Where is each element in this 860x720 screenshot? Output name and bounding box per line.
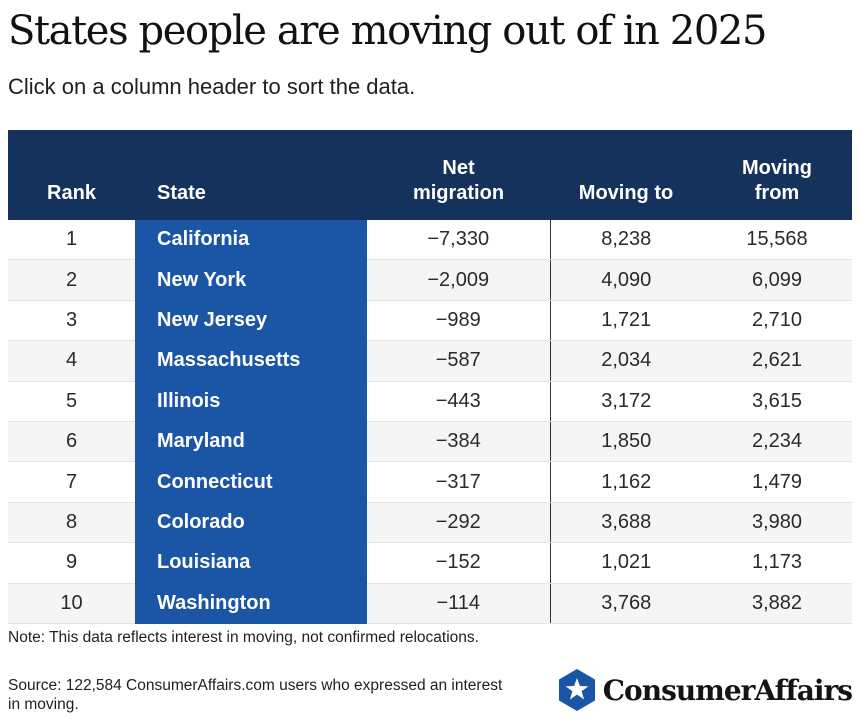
cell-rank: 9: [8, 542, 135, 584]
source-note: Source: 122,584 ConsumerAffairs.com user…: [8, 677, 503, 713]
cell-state: California: [135, 220, 367, 261]
cell-moving-to: 1,021: [549, 542, 702, 584]
column-header-moving-from-label: Moving from: [742, 157, 812, 204]
table-row: 6 Maryland −384 1,850 2,234: [8, 421, 852, 463]
cell-state: Massachusetts: [135, 340, 367, 382]
table-row: 10 Washington −114 3,768 3,882: [8, 583, 852, 624]
table-row: 4 Massachusetts −587 2,034 2,621: [8, 340, 852, 382]
table-row: 8 Colorado −292 3,688 3,980: [8, 502, 852, 544]
cell-rank: 8: [8, 502, 135, 544]
cell-state: Maryland: [135, 421, 367, 463]
cell-rank: 6: [8, 421, 135, 463]
table-row: 3 New Jersey −989 1,721 2,710: [8, 300, 852, 342]
table-row: 1 California −7,330 8,238 15,568: [8, 220, 852, 261]
column-header-moving-from[interactable]: Moving from: [702, 130, 852, 220]
cell-moving-to: 8,238: [549, 220, 702, 261]
table-row: 7 Connecticut −317 1,162 1,479: [8, 461, 852, 503]
cell-moving-to: 4,090: [549, 259, 702, 301]
migration-table: Rank State Net migration Moving to Movin…: [8, 130, 852, 624]
cell-rank: 7: [8, 461, 135, 503]
column-header-moving-to[interactable]: Moving to: [550, 130, 702, 220]
cell-moving-to: 1,850: [549, 421, 702, 463]
cell-rank: 3: [8, 300, 135, 342]
table-row: 2 New York −2,009 4,090 6,099: [8, 259, 852, 301]
column-header-net-migration[interactable]: Net migration: [367, 130, 550, 220]
cell-moving-from: 2,234: [702, 421, 852, 463]
cell-rank: 10: [8, 583, 135, 624]
column-header-rank[interactable]: Rank: [8, 130, 135, 220]
cell-net-migration: −587: [367, 340, 550, 382]
cell-moving-to: 2,034: [549, 340, 702, 382]
cell-net-migration: −384: [367, 421, 550, 463]
consumeraffairs-logo: ConsumerAffairs: [557, 668, 853, 712]
table-body: 1 California −7,330 8,238 15,568 2 New York −2,…: [8, 220, 852, 624]
cell-net-migration: −292: [367, 502, 550, 544]
page-title: States people are moving out of in 2025: [8, 8, 767, 54]
cell-moving-from: 2,710: [702, 300, 852, 342]
cell-state: Illinois: [135, 381, 367, 422]
cell-net-migration: −7,330: [367, 220, 550, 261]
cell-net-migration: −152: [367, 542, 550, 584]
cell-moving-to: 1,162: [549, 461, 702, 503]
cell-net-migration: −989: [367, 300, 550, 342]
page-subtitle: Click on a column header to sort the dat…: [8, 74, 416, 99]
cell-state: New York: [135, 259, 367, 301]
cell-net-migration: −114: [367, 583, 550, 624]
table-row: 9 Louisiana −152 1,021 1,173: [8, 542, 852, 584]
cell-moving-to: 3,768: [549, 583, 702, 624]
cell-moving-from: 1,479: [702, 461, 852, 503]
column-header-net-migration-label: Net migration: [412, 157, 505, 204]
table-header-row: Rank State Net migration Moving to Movin…: [8, 130, 852, 220]
cell-state: Louisiana: [135, 542, 367, 584]
cell-net-migration: −443: [367, 381, 550, 422]
cell-moving-to: 3,688: [549, 502, 702, 544]
cell-moving-from: 3,882: [702, 583, 852, 624]
cell-moving-from: 3,615: [702, 381, 852, 422]
cell-moving-from: 15,568: [702, 220, 852, 261]
cell-rank: 1: [8, 220, 135, 261]
cell-moving-to: 1,721: [549, 300, 702, 342]
cell-rank: 4: [8, 340, 135, 382]
cell-state: Colorado: [135, 502, 367, 544]
cell-moving-from: 1,173: [702, 542, 852, 584]
cell-state: Connecticut: [135, 461, 367, 503]
cell-moving-to: 3,172: [549, 381, 702, 422]
column-header-state[interactable]: State: [135, 130, 367, 220]
star-shield-icon: [558, 669, 595, 711]
cell-rank: 2: [8, 259, 135, 301]
cell-state: New Jersey: [135, 300, 367, 342]
logo-wordmark: ConsumerAffairs: [602, 673, 853, 707]
cell-rank: 5: [8, 381, 135, 422]
cell-moving-from: 6,099: [702, 259, 852, 301]
cell-moving-from: 2,621: [702, 340, 852, 382]
cell-state: Washington: [135, 583, 367, 624]
table-row: 5 Illinois −443 3,172 3,615: [8, 381, 852, 422]
footnote: Note: This data reflects interest in mov…: [8, 629, 479, 646]
cell-moving-from: 3,980: [702, 502, 852, 544]
cell-net-migration: −317: [367, 461, 550, 503]
cell-net-migration: −2,009: [367, 259, 550, 301]
